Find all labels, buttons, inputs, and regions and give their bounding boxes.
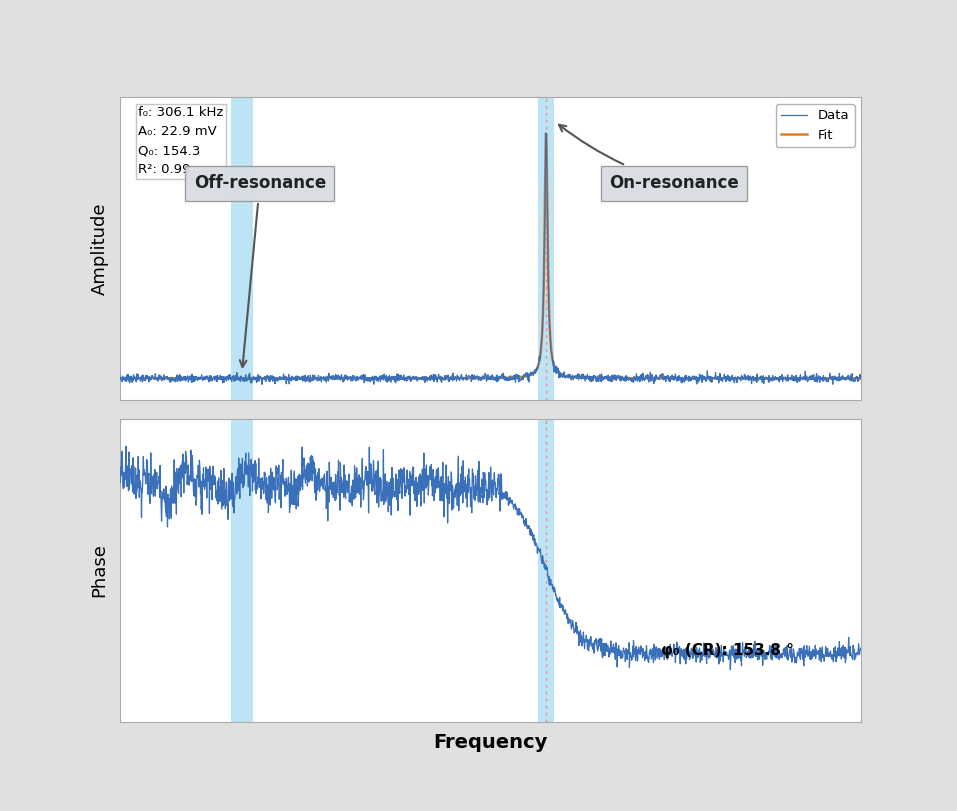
Fit (699, 373, 710, 383)
Y-axis label: Amplitude: Amplitude (91, 203, 108, 295)
Fit (455, 373, 466, 383)
Line: Data: Data (120, 133, 861, 384)
Data (256, 380, 268, 389)
Fit (835, 373, 846, 383)
Y-axis label: Phase: Phase (91, 543, 108, 597)
Text: f₀: 306.1 kHz
A₀: 22.9 mV
Q₀: 154.3
R²: 0.99: f₀: 306.1 kHz A₀: 22.9 mV Q₀: 154.3 R²: … (138, 106, 224, 177)
Legend: Data, Fit: Data, Fit (775, 104, 855, 147)
Fit (835, 373, 846, 383)
Data (835, 372, 846, 382)
Fit (856, 373, 867, 383)
Text: φ₀ (CR): 153.8 °: φ₀ (CR): 153.8 ° (661, 643, 794, 658)
Bar (231, 97, 254, 401)
Data (699, 373, 710, 383)
Data (456, 371, 467, 381)
Text: Off-resonance: Off-resonance (194, 174, 326, 367)
Fit (114, 373, 125, 383)
Data (835, 375, 846, 385)
Data (540, 128, 551, 138)
Fit (540, 129, 551, 139)
Data (114, 370, 125, 380)
Fit (475, 373, 486, 383)
X-axis label: Frequency: Frequency (434, 733, 547, 752)
Line: Fit: Fit (120, 134, 861, 378)
Data (152, 372, 164, 382)
Fit (152, 373, 164, 383)
Text: On-resonance: On-resonance (559, 125, 739, 192)
Data (475, 375, 486, 385)
Bar (538, 97, 554, 401)
Data (856, 374, 867, 384)
Bar (538, 418, 554, 722)
Bar (231, 418, 254, 722)
